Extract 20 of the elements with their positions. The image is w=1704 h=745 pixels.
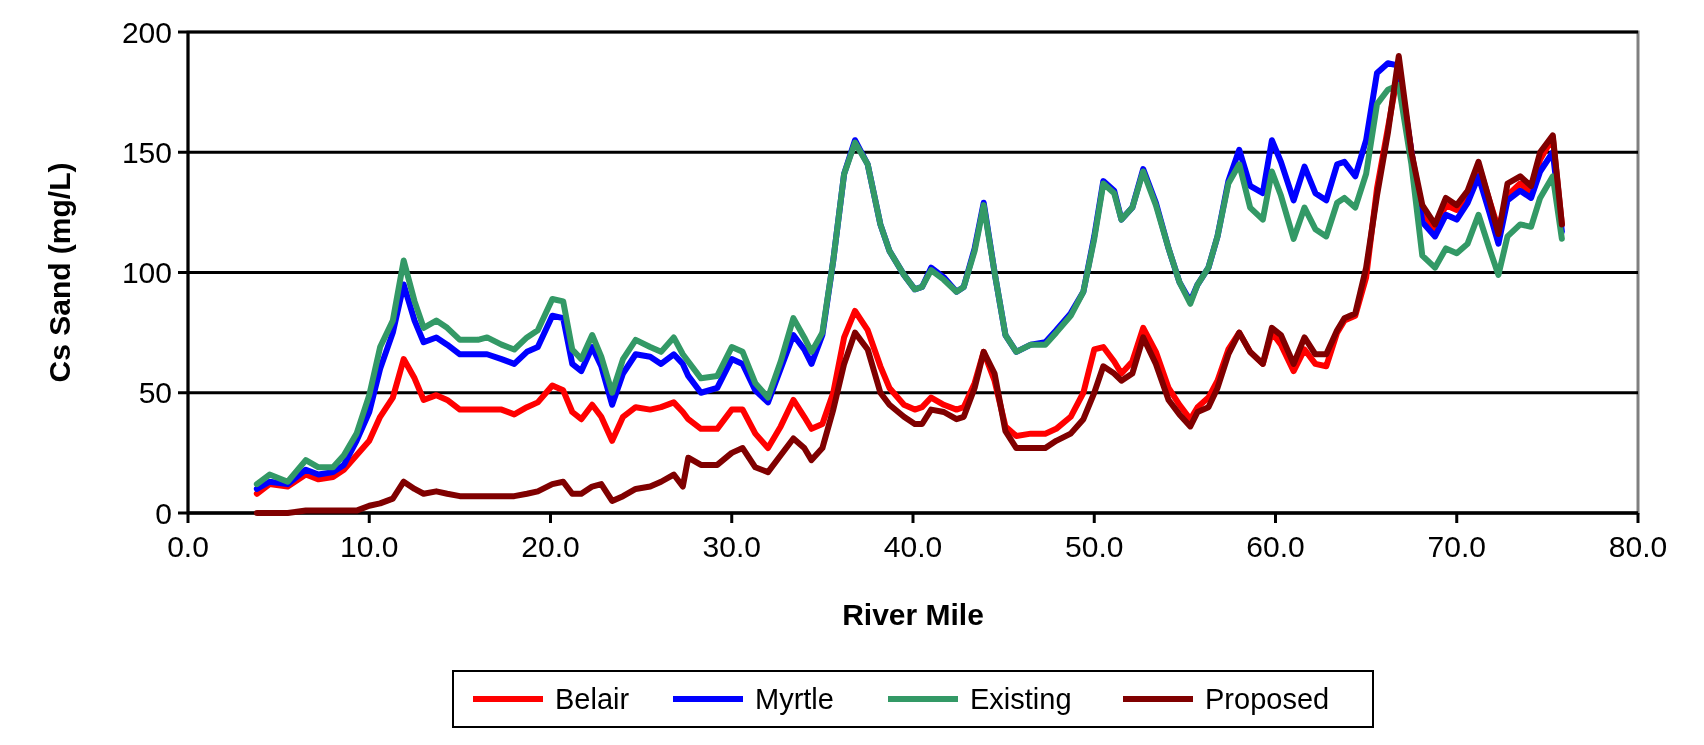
y-axis-title: Cs Sand (mg/L) [43, 162, 76, 383]
legend-label: Existing [970, 683, 1072, 716]
x-tick-label: 40.0 [883, 530, 943, 563]
x-tick-label: 50.0 [1065, 530, 1124, 563]
y-tick-label: 200 [121, 15, 172, 49]
y-tick-label: 100 [121, 256, 172, 289]
x-tick-label: 60.0 [1246, 530, 1305, 563]
legend-label: Proposed [1205, 683, 1330, 716]
x-axis-title: River Mile [842, 598, 984, 631]
x-tick-label: 20.0 [521, 530, 580, 563]
x-tick-label: 10.0 [340, 530, 399, 563]
x-tick-label: 0.0 [167, 530, 209, 563]
y-tick-label: 50 [138, 376, 172, 410]
x-tick-label: 80.0 [1608, 530, 1668, 563]
legend-label: Belair [555, 683, 630, 716]
y-tick-label: 150 [121, 135, 172, 169]
x-tick-label: 30.0 [702, 530, 761, 563]
x-tick-label: 70.0 [1427, 530, 1486, 563]
legend-label: Myrtle [755, 683, 834, 716]
y-tick-label: 0 [155, 496, 172, 530]
